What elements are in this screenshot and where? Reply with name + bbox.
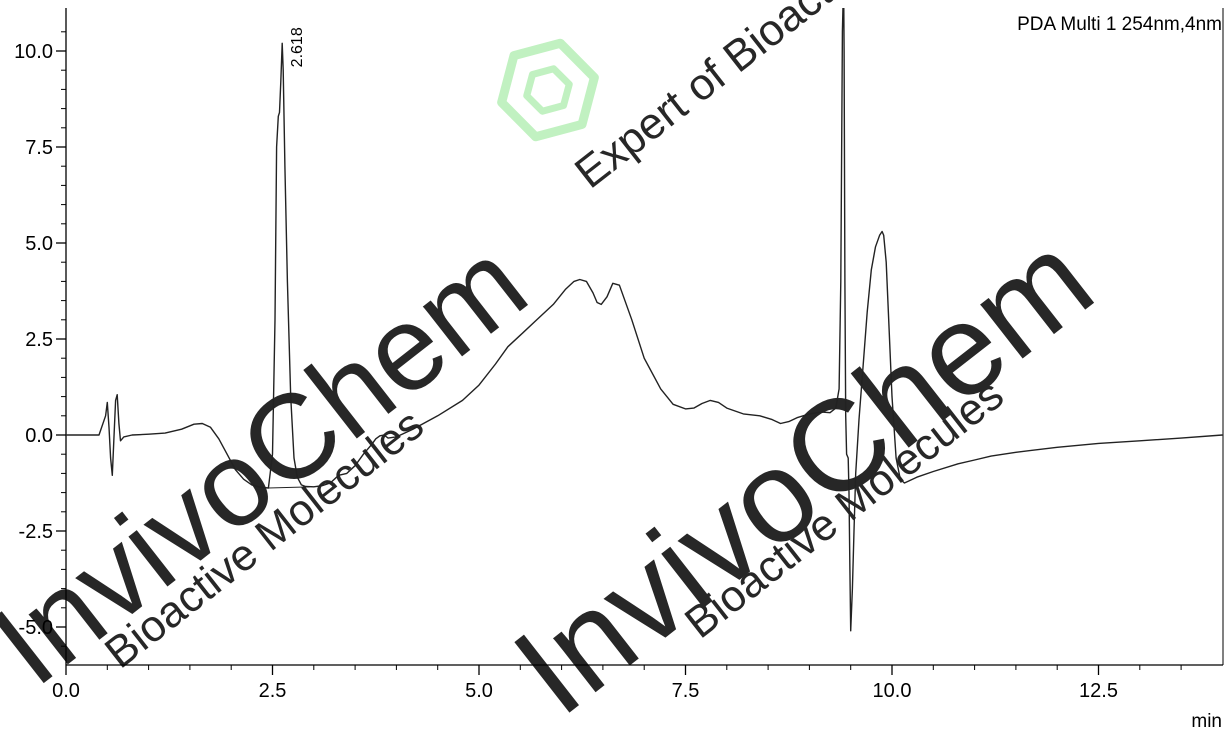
- y-tick-label: 5.0: [25, 233, 53, 255]
- watermark-logo: [497, 38, 599, 142]
- x-tick-label: 2.5: [259, 680, 287, 702]
- x-tick-label: 10.0: [873, 680, 912, 702]
- y-tick-label: -2.5: [19, 521, 53, 543]
- y-tick-label: -5.0: [19, 617, 53, 639]
- x-tick-label: 7.5: [672, 680, 700, 702]
- watermark-tagline: Expert of Bioactive Molecules: [566, 0, 1051, 198]
- watermark-brand: InvivoChem: [487, 204, 1118, 731]
- x-tick-label: 5.0: [465, 680, 493, 702]
- y-tick-label: 0.0: [25, 425, 53, 447]
- chromatogram-trace: [66, 8, 1223, 632]
- x-ticks: 0.0 2.5 5.0 7.5 10.0 12.5: [52, 665, 1118, 702]
- minor-ticks: [61, 31, 1182, 670]
- integration-baseline: [268, 486, 310, 489]
- y-tick-label: 10.0: [14, 41, 53, 63]
- legend-label: PDA Multi 1 254nm,4nm: [1017, 14, 1222, 35]
- x-tick-label: 12.5: [1079, 680, 1118, 702]
- annotations: 2.618: [289, 27, 306, 67]
- traces: [66, 8, 1223, 632]
- y-ticks: 10.0 7.5 5.0 2.5 0.0 -2.5 -5.0: [14, 41, 66, 639]
- x-tick-label: 0.0: [52, 680, 80, 702]
- y-tick-label: 7.5: [25, 137, 53, 159]
- y-tick-label: 2.5: [25, 329, 53, 351]
- x-axis-unit-label: min: [1191, 711, 1222, 731]
- peak-label: 2.618: [289, 27, 306, 67]
- watermark: InvivoChem InvivoChem Bioactive Molecule…: [0, 0, 1118, 731]
